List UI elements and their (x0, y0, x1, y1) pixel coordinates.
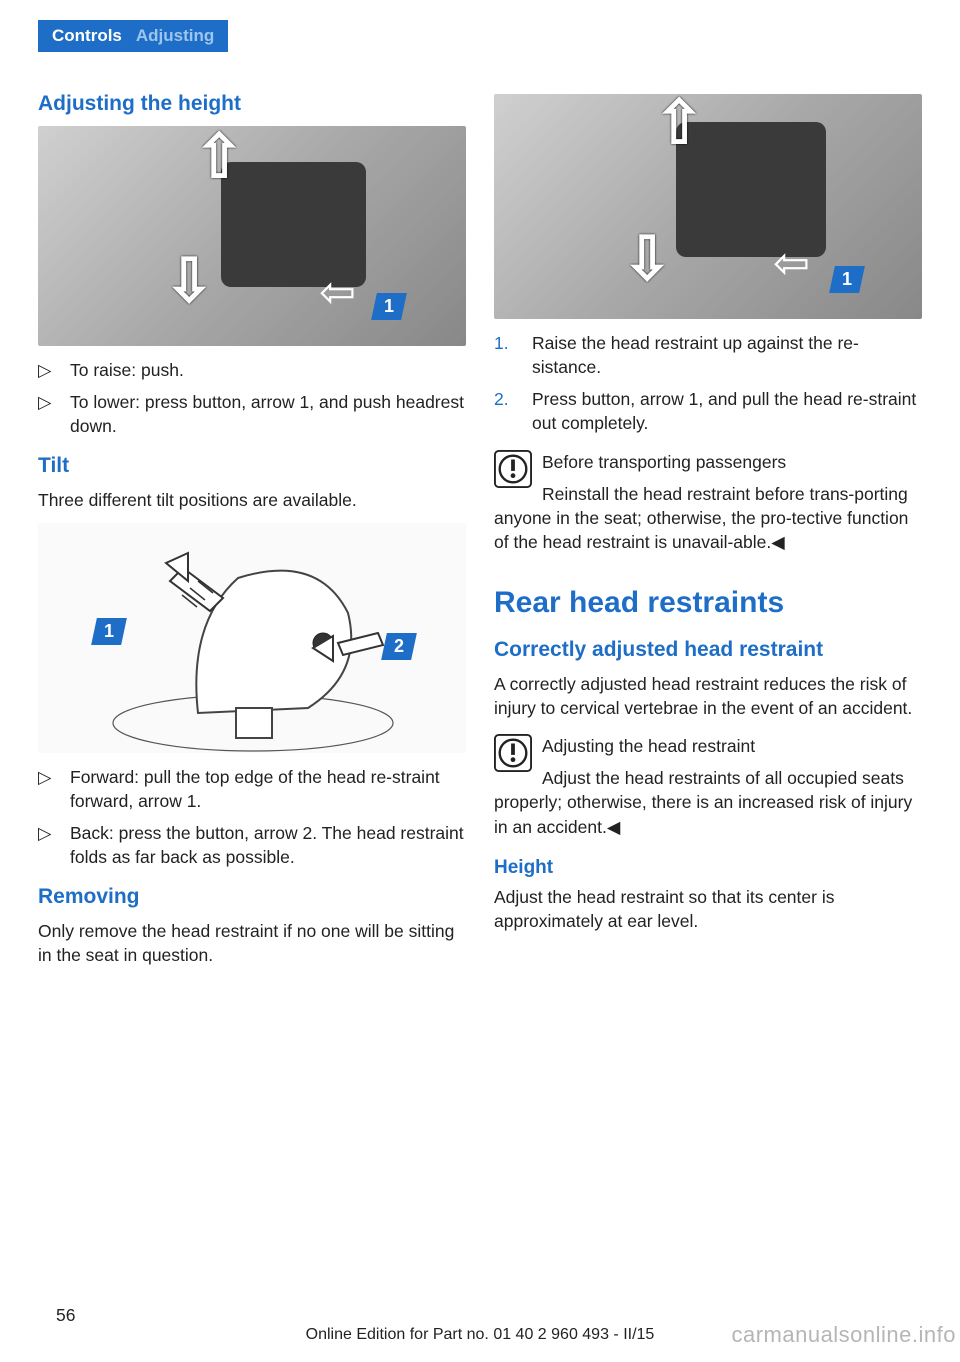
warning-icon (494, 450, 532, 488)
figure3-label-1: 1 (842, 269, 852, 290)
bullet-marker: ▷ (38, 765, 58, 813)
bullet-text: Back: press the button, arrow 2. The hea… (70, 821, 466, 869)
list-item: ▷ To raise: push. (38, 358, 466, 382)
step-text: Press button, arrow 1, and pull the head… (532, 387, 922, 435)
step-number: 2. (494, 387, 520, 435)
height-text: Adjust the head restraint so that its ce… (494, 885, 922, 933)
heading-correctly-adjusted: Correctly adjusted head restraint (494, 638, 922, 662)
list-item: ▷Forward: pull the top edge of the head … (38, 765, 466, 813)
figure-tilt: 1 2 (38, 523, 466, 753)
list-item: ▷To lower: press button, arrow 1, and pu… (38, 390, 466, 438)
heading-height: Height (494, 857, 922, 879)
step-number: 1. (494, 331, 520, 379)
heading-tilt: Tilt (38, 454, 466, 478)
figure2-label-2: 2 (394, 636, 404, 657)
heading-adjusting-height: Adjusting the height (38, 92, 466, 116)
bullet-text: To raise: push. (70, 358, 184, 382)
heading-removing: Removing (38, 885, 466, 909)
bullet-text: To lower: press button, arrow 1, and pus… (70, 390, 466, 438)
bullet-text: Forward: pull the top edge of the head r… (70, 765, 466, 813)
warning-title: Before transporting passengers (542, 450, 786, 474)
height-bullets: ▷To raise: push. ▷To lower: press button… (38, 358, 466, 438)
warning-icon (494, 734, 532, 772)
tilt-bullets: ▷Forward: pull the top edge of the head … (38, 765, 466, 870)
heading-rear-head-restraints: Rear head restraints (494, 586, 922, 620)
figure-remove: ⇧ ⇩ ⇦ 1 (494, 94, 922, 319)
figure1-label-1: 1 (384, 296, 394, 317)
breadcrumb-controls: Controls (52, 26, 122, 46)
figure-height-adjust: ⇧ ⇩ ⇦ 1 (38, 126, 466, 346)
page-number: 56 (56, 1305, 75, 1326)
warning-title: Adjusting the head restraint (542, 734, 755, 758)
header-tab: Controls Adjusting (38, 20, 228, 52)
bullet-marker: ▷ (38, 358, 58, 382)
content-columns: Adjusting the height ⇧ ⇩ ⇦ 1 ▷ To raise: … (38, 92, 922, 977)
removing-text: Only remove the head restraint if no one… (38, 919, 466, 967)
step-text: Raise the head restraint up against the … (532, 331, 922, 379)
list-item: ▷Back: press the button, arrow 2. The he… (38, 821, 466, 869)
correct-text: A correctly adjusted head restraint redu… (494, 672, 922, 720)
right-column: ⇧ ⇩ ⇦ 1 1.Raise the head restraint up ag… (494, 92, 922, 977)
remove-steps: 1.Raise the head restraint up against th… (494, 331, 922, 436)
bullet-marker: ▷ (38, 821, 58, 869)
list-item: 1.Raise the head restraint up against th… (494, 331, 922, 379)
list-item: 2.Press button, arrow 1, and pull the he… (494, 387, 922, 435)
watermark: carmanualsonline.info (731, 1322, 956, 1348)
left-column: Adjusting the height ⇧ ⇩ ⇦ 1 ▷ To raise: … (38, 92, 466, 977)
bullet-marker: ▷ (38, 390, 58, 438)
figure2-label-1: 1 (104, 621, 114, 642)
tilt-intro: Three different tilt positions are avail… (38, 488, 466, 512)
breadcrumb-adjusting: Adjusting (136, 26, 214, 46)
